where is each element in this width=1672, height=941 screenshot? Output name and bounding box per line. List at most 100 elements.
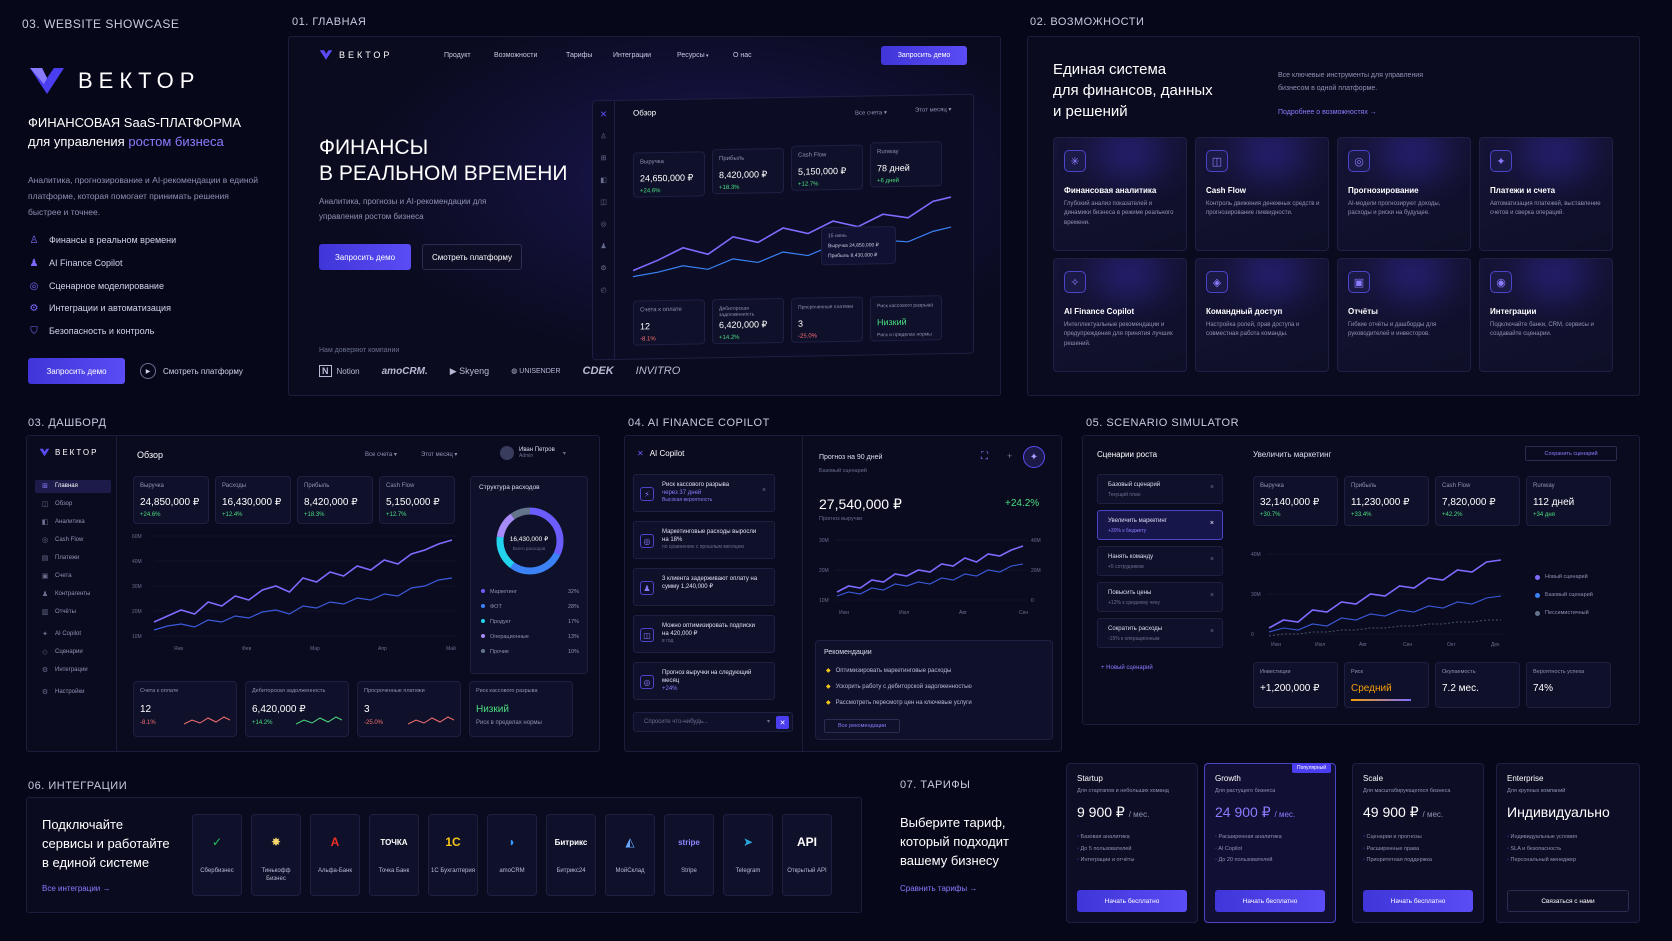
save-scenario-button[interactable]: Сохранить сценарий (1525, 446, 1617, 461)
feature-description: AI-модели прогнозируют доходы, расходы и… (1348, 201, 1441, 217)
user-menu[interactable]: Иван Петров Admin ▾ (500, 446, 566, 460)
plan-cta-button[interactable]: Начать бесплатно (1215, 890, 1325, 912)
copilot-insight[interactable]: ⚡ Риск кассового разрыва через 37 дней Высо… (633, 474, 775, 512)
copilot-insight[interactable]: ◎ Прогноз выручки на следующий месяц +24% (633, 662, 775, 700)
integration-card[interactable]: ◗ amoCRM (487, 814, 537, 896)
feature-card[interactable]: ◫ Cash Flow Контроль движения денежных сре… (1195, 137, 1329, 251)
compare-plans-link[interactable]: Сравнить тарифы → (900, 884, 978, 893)
dashboard-filter-accounts[interactable]: Все счета ▾ (365, 452, 397, 458)
x-tick-label: Сен (1019, 610, 1028, 616)
kpi-change: +42.2% (1442, 512, 1463, 518)
nav-demo-button[interactable]: Запросить демо (881, 46, 967, 65)
close-icon[interactable]: × (761, 487, 766, 494)
features-link[interactable]: Подробнее о возможностях → (1278, 109, 1377, 116)
sidebar-item[interactable]: ⚙ Настройки (41, 688, 85, 696)
sidebar-item[interactable]: ◫ Обзор (41, 500, 73, 508)
sidebar-item[interactable]: ▤ Платежи (41, 554, 80, 562)
hero-demo-button[interactable]: Запросить демо (319, 244, 411, 270)
plan-cta-button[interactable]: Начать бесплатно (1077, 890, 1187, 912)
brand-tagline-a: ФИНАНСОВАЯ SaaS-ПЛАТФОРМА (28, 115, 241, 130)
all-integrations-link[interactable]: Все интеграции → (42, 884, 111, 893)
section-label-dashboard: 03. ДАШБОРД (28, 417, 107, 429)
sidebar-item[interactable]: ◧ Аналитика (41, 518, 85, 526)
nav-product[interactable]: Продукт (444, 52, 471, 59)
ai-sparkle-button[interactable]: ✦ (1023, 446, 1045, 468)
integration-card[interactable]: ТОЧКА Точка Банк (369, 814, 419, 896)
feature-description: Настройка ролей, прав доступа и совместн… (1206, 322, 1300, 338)
plan-name: Scale (1363, 774, 1384, 783)
sidebar-item[interactable]: ▥ Отчёты (41, 608, 76, 616)
integration-card[interactable]: ◭ МойСклад (605, 814, 655, 896)
scenario-item[interactable]: Увеличить маркетинг +30% к бюджету × (1097, 510, 1223, 540)
scenario-item[interactable]: Нанять команду +5 сотрудников × (1097, 546, 1223, 576)
feature-card[interactable]: ✳ Финансовая аналитика Глубокий анализ пок… (1053, 137, 1187, 251)
feature-description: Гибкие отчёты и дашборды для руководител… (1348, 322, 1437, 338)
nav-resources[interactable]: Ресурсы ▾ (677, 52, 709, 59)
preview-filter-accounts[interactable]: Все счета ▾ (855, 110, 887, 117)
close-icon[interactable]: × (1209, 484, 1214, 491)
dashboard-filter-month[interactable]: Этот месяц ▾ (421, 452, 458, 458)
recommend-item: ◆ Оптимизировать маркетинговые расходы (826, 668, 952, 674)
left-demo-button[interactable]: Запросить демо (28, 358, 125, 384)
copilot-input[interactable]: Спросите что-нибудь... ▾ ✕ (633, 712, 793, 732)
skyeng-logo: ▶ Skyeng (449, 365, 490, 376)
plus-icon[interactable]: + (1007, 451, 1013, 461)
integration-card[interactable]: A Альфа-Банк (310, 814, 360, 896)
integration-card[interactable]: ➤ Telegram (723, 814, 773, 896)
feature-card[interactable]: ◉ Интеграции Подключайте банки, CRM, серви… (1479, 258, 1613, 372)
close-icon[interactable]: × (1209, 520, 1214, 527)
integration-card[interactable]: ✸ Тинькофф Бизнес (251, 814, 301, 896)
nav-integrations[interactable]: Интеграции (613, 52, 652, 59)
integration-card[interactable]: API Открытый API (782, 814, 832, 896)
integration-card[interactable]: Битрикс Битрикс24 (546, 814, 596, 896)
feature-icon: ◉ (1490, 271, 1512, 293)
feature-card[interactable]: ◈ Командный доступ Настройка ролей, прав д… (1195, 258, 1329, 372)
kpi-value: 112 дней (1533, 497, 1575, 508)
scenario-item[interactable]: Базовый сценарий Текущий план × (1097, 474, 1223, 504)
feature-title: AI Finance Copilot (1064, 307, 1135, 316)
scenario-item[interactable]: Повысить цены +12% к среднему чеку × (1097, 582, 1223, 612)
sidebar-item[interactable]: ⊞ Главная (41, 482, 78, 490)
plan-price: 49 900 ₽ / мес. (1363, 804, 1444, 820)
close-icon[interactable]: × (1209, 628, 1214, 635)
nav-about[interactable]: О нас (733, 52, 752, 59)
donut-title: Структура расходов (479, 484, 540, 491)
sidebar-item[interactable]: ▣ Счета (41, 572, 72, 580)
preview-filter-month[interactable]: Этот месяц ▾ (915, 107, 952, 114)
copilot-insight[interactable]: ♟ 3 клиента задерживают оплату на сумму 1… (633, 568, 775, 606)
feature-card[interactable]: ✦ Платежи и счета Автоматизация платежей, … (1479, 137, 1613, 251)
feature-description: Подключайте банки, CRM, сервисы и создав… (1490, 322, 1594, 338)
new-scenario-button[interactable]: + Новый сценарий (1101, 665, 1153, 671)
sidebar-item[interactable]: ✦ AI Copilot (41, 630, 81, 638)
integration-card[interactable]: ✓ Сбербизнес (192, 814, 242, 896)
all-recommendations-button[interactable]: Все рекомендации (824, 719, 900, 733)
nav-pricing[interactable]: Тарифы (566, 52, 593, 59)
integration-card[interactable]: 1С 1С Бухгалтерия (428, 814, 478, 896)
sidebar-item[interactable]: ⚙ Интеграции (41, 666, 88, 674)
close-icon[interactable]: × (1209, 556, 1214, 563)
hero-watch-button[interactable]: Смотреть платформу (422, 244, 522, 270)
copilot-insight[interactable]: ◫ Можно оптимизировать подписки на 420,00… (633, 615, 775, 653)
feature-card[interactable]: ▣ Отчёты Гибкие отчёты и дашборды для руко… (1337, 258, 1471, 372)
feature-card[interactable]: ◎ Прогнозирование AI-модели прогнозируют д… (1337, 137, 1471, 251)
sidebar-item[interactable]: ♟ Контрагенты (41, 590, 90, 598)
sidebar-item[interactable]: ◎ Cash Flow (41, 536, 83, 544)
expand-icon[interactable]: ⛶ (981, 451, 988, 462)
integration-card[interactable]: stripe Stripe (664, 814, 714, 896)
plan-cta-button[interactable]: Связаться с нами (1507, 890, 1629, 912)
scenario-subtitle: +30% к бюджету (1108, 528, 1147, 534)
send-button[interactable]: ✕ (776, 716, 789, 729)
kpi-change: +18.3% (304, 512, 325, 518)
close-icon[interactable]: × (1209, 592, 1214, 599)
plan-cta-button[interactable]: Начать бесплатно (1363, 890, 1473, 912)
vector-logo-icon (30, 68, 64, 94)
kpi-value: 3 (364, 704, 370, 715)
scenario-subtitle: +12% к среднему чеку (1108, 600, 1160, 606)
nav-features[interactable]: Возможности (494, 52, 538, 59)
left-watch-button[interactable]: ▶ Смотреть платформу (140, 363, 243, 379)
copilot-insight[interactable]: ◎ Маркетинговые расходы выросли на 18% по … (633, 521, 775, 559)
feature-card[interactable]: ✧ AI Finance Copilot Интеллектуальные реко… (1053, 258, 1187, 372)
scenario-item[interactable]: Сократить расходы -15% к операционным × (1097, 618, 1223, 648)
sidebar-item[interactable]: ◇ Сценарии (41, 648, 82, 656)
kpi-value: 16,430,000 ₽ (222, 497, 282, 508)
